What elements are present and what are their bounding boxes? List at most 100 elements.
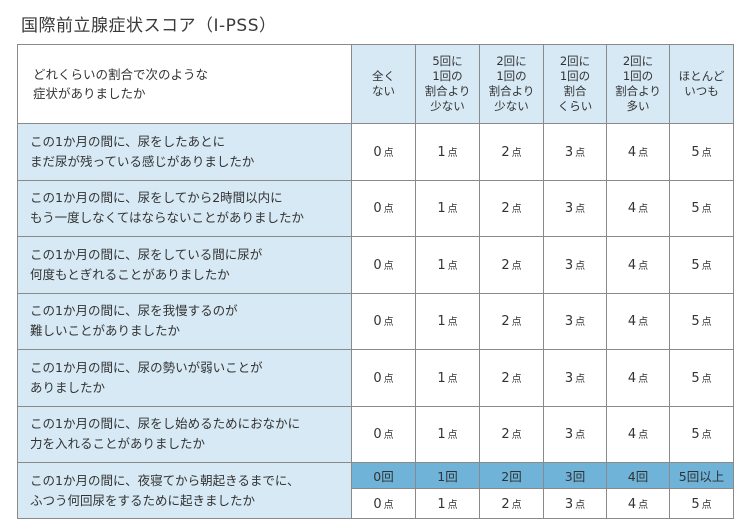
score-value: 3 bbox=[564, 144, 574, 160]
score-value: 1 bbox=[437, 314, 446, 330]
question-text: この1か月の間に、尿をしている間に尿が 何度もとぎれることがありましたか bbox=[17, 236, 352, 294]
page-title: 国際前立腺症状スコア（I-PSS） bbox=[21, 16, 277, 36]
score-unit: 点 bbox=[383, 260, 394, 272]
score-value: 0 bbox=[373, 144, 382, 160]
score-unit: 点 bbox=[575, 317, 586, 329]
nocturia-count-row: この1か月の間に、夜寝てから朝起きるまでに、 ふつう何回尿をするために起きました… bbox=[17, 462, 734, 519]
score-unit: 点 bbox=[701, 373, 712, 385]
score-value: 1 bbox=[437, 201, 446, 217]
score-unit: 点 bbox=[638, 147, 649, 159]
question-row: この1か月の間に、尿を我慢するのが 難しいことがありましたか 0 点 1 点 2 点 3 点 4 点… bbox=[17, 292, 734, 350]
score-value: 1 bbox=[437, 144, 446, 160]
score-value: 4 bbox=[627, 370, 637, 386]
score-unit: 点 bbox=[447, 373, 458, 385]
score-unit: 点 bbox=[638, 317, 649, 329]
score-value: 4 bbox=[627, 427, 637, 443]
score-value: 0 bbox=[373, 201, 382, 217]
score-value: 5 bbox=[691, 314, 700, 330]
score-value: 1 bbox=[437, 427, 446, 443]
question-text-nocturia: この1か月の間に、夜寝てから朝起きるまでに、 ふつう何回尿をするために起きました… bbox=[17, 462, 352, 519]
score-unit: 点 bbox=[511, 260, 522, 272]
score-unit: 点 bbox=[383, 499, 394, 511]
score-unit: 点 bbox=[575, 373, 586, 385]
ipss-table: どれくらいの割合で次のような 症状がありましたか 全く ない 5回に 1回の 割… bbox=[17, 44, 734, 519]
score-value: 1 bbox=[437, 370, 446, 386]
score-value: 2 bbox=[501, 370, 510, 386]
question-text: この1か月の間に、尿をしてから2時間以内に もう一度しなくてはならないことがあり… bbox=[17, 179, 352, 237]
score-unit: 点 bbox=[511, 499, 522, 511]
score-value: 4 bbox=[627, 201, 637, 217]
score-unit: 点 bbox=[638, 373, 649, 385]
score-value: 4 bbox=[627, 144, 637, 160]
score-unit: 点 bbox=[447, 147, 458, 159]
nocturia-count-cell: 3回 bbox=[543, 462, 607, 489]
score-value: 3 bbox=[564, 201, 574, 217]
score-unit: 点 bbox=[701, 430, 712, 442]
score-unit: 点 bbox=[701, 147, 712, 159]
question-row: この1か月の間に、尿をしている間に尿が 何度もとぎれることがありましたか 0 点 1 点… bbox=[17, 236, 734, 294]
score-unit: 点 bbox=[511, 204, 522, 216]
score-value: 3 bbox=[564, 314, 574, 330]
score-value: 0 bbox=[373, 257, 382, 273]
score-unit: 点 bbox=[511, 147, 522, 159]
question-row: この1か月の間に、尿の勢いが弱いことが ありましたか 0 点 1 点 2 点 3 点 4 点 5 点 bbox=[17, 349, 734, 407]
header-col-never: 全く ない bbox=[351, 44, 416, 124]
question-row: この1か月の間に、尿をしてから2時間以内に もう一度しなくてはならないことがあり… bbox=[17, 179, 734, 237]
score-value: 2 bbox=[501, 427, 510, 443]
score-unit: 点 bbox=[511, 430, 522, 442]
score-value: 0 bbox=[373, 314, 382, 330]
score-value: 5 bbox=[691, 370, 700, 386]
score-value: 5 bbox=[691, 427, 700, 443]
score-value: 5 bbox=[691, 201, 700, 217]
score-unit: 点 bbox=[383, 204, 394, 216]
score-unit: 点 bbox=[383, 373, 394, 385]
nocturia-count-cell: 1回 bbox=[415, 462, 480, 489]
score-unit: 点 bbox=[638, 499, 649, 511]
score-unit: 点 bbox=[383, 147, 394, 159]
score-value: 2 bbox=[501, 314, 510, 330]
score-unit: 点 bbox=[701, 260, 712, 272]
nocturia-count-cell: 4回 bbox=[606, 462, 670, 489]
score-unit: 点 bbox=[575, 430, 586, 442]
score-value: 2 bbox=[501, 144, 510, 160]
header-row: どれくらいの割合で次のような 症状がありましたか 全く ない 5回に 1回の 割… bbox=[17, 44, 734, 124]
question-text: この1か月の間に、尿をしたあとに まだ尿が残っている感じがありましたか bbox=[17, 123, 352, 181]
score-unit: 点 bbox=[638, 430, 649, 442]
score-value: 2 bbox=[501, 496, 510, 512]
score-unit: 点 bbox=[383, 317, 394, 329]
score-unit: 点 bbox=[575, 204, 586, 216]
header-col-more-than-half: 2回に 1回の 割合より 多い bbox=[606, 44, 670, 124]
score-value: 4 bbox=[627, 257, 637, 273]
score-unit: 点 bbox=[447, 317, 458, 329]
score-unit: 点 bbox=[638, 260, 649, 272]
